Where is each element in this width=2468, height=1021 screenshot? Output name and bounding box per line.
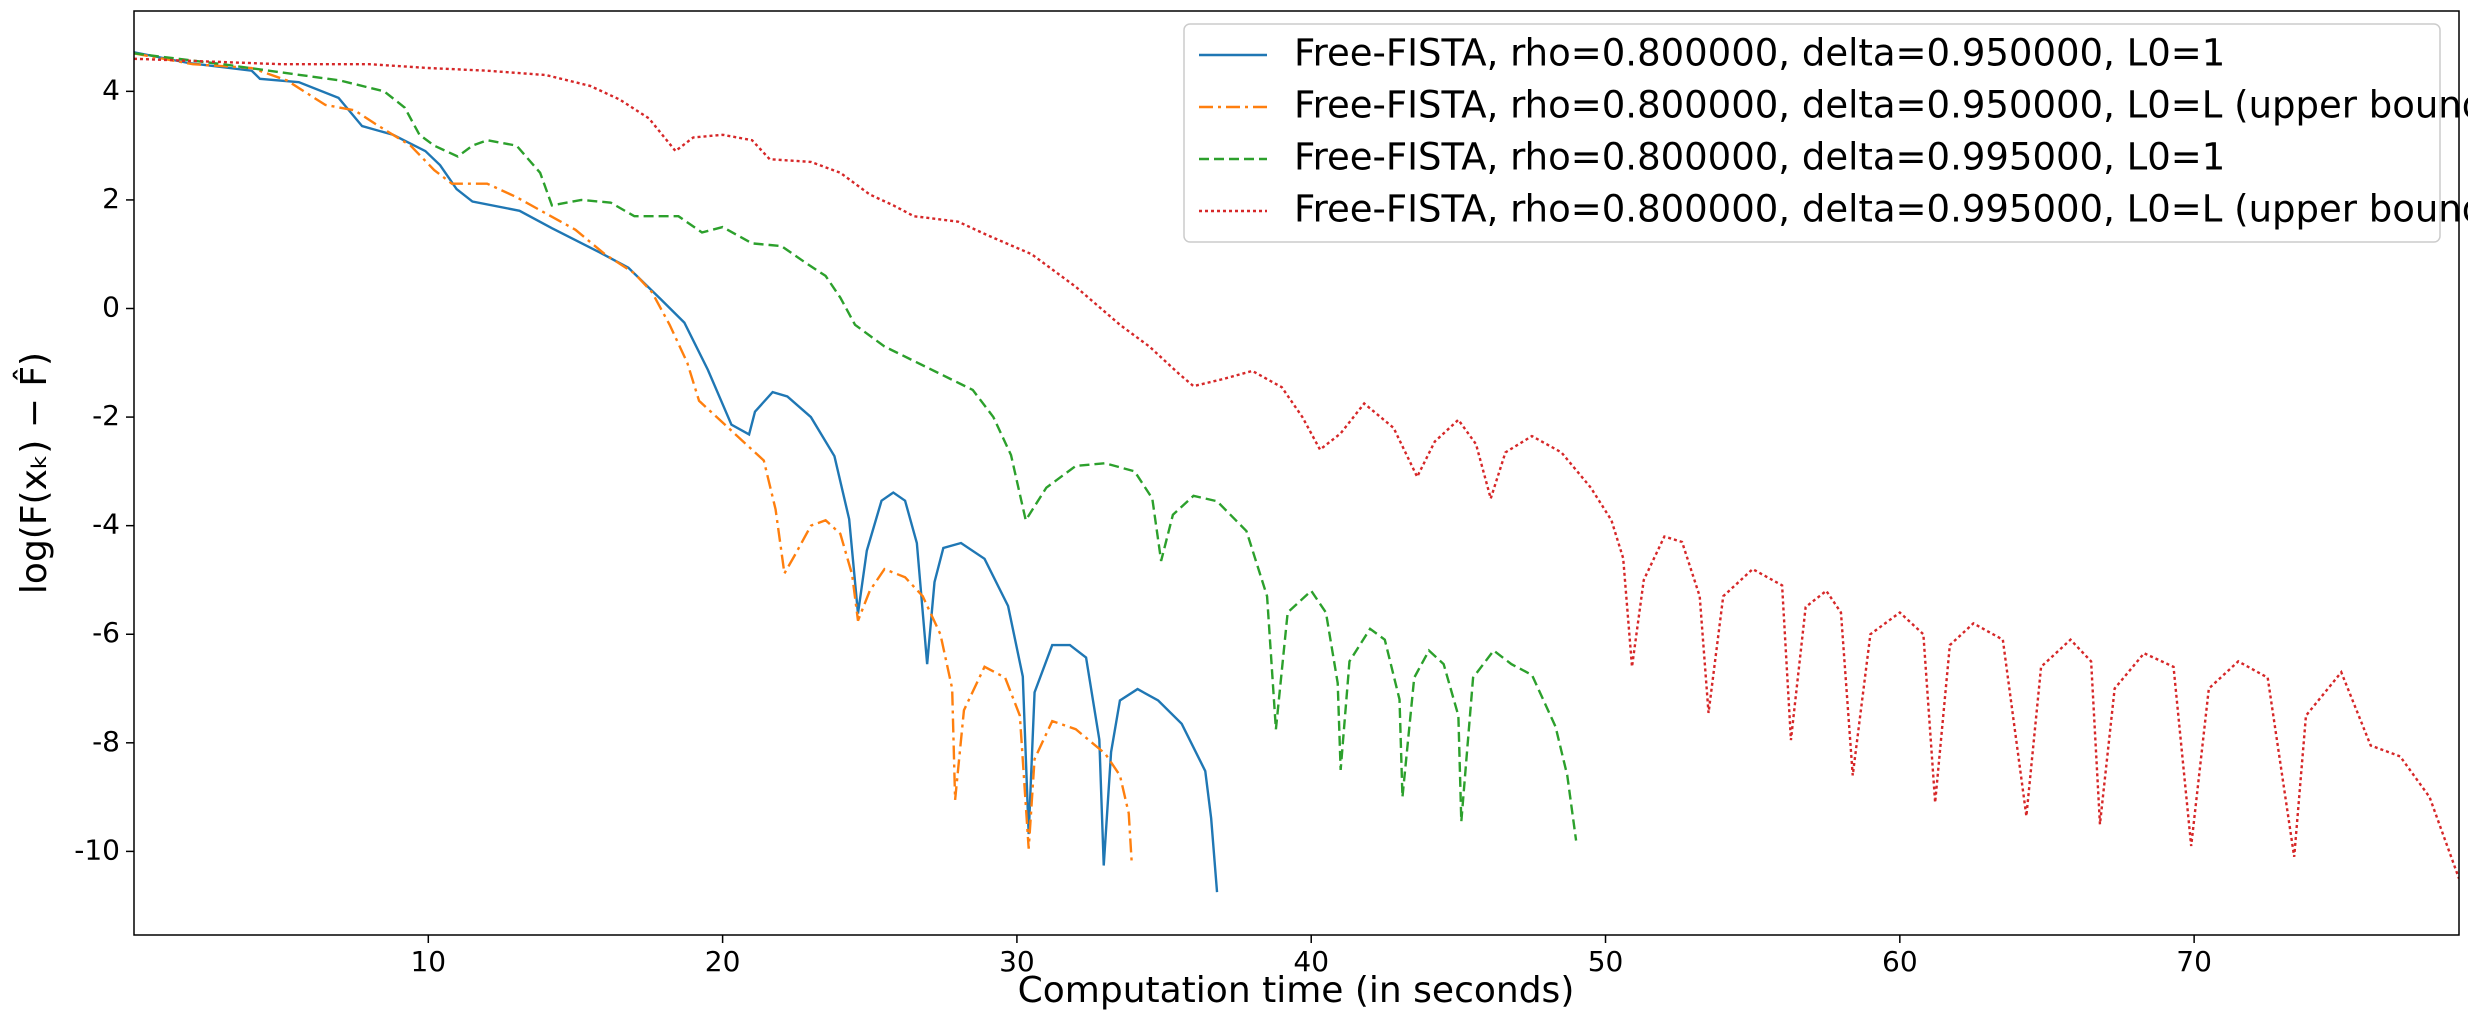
- x-tick-label: 50: [1588, 945, 1624, 978]
- legend-label: Free-FISTA, rho=0.800000, delta=0.950000…: [1294, 84, 2468, 127]
- x-tick-label: 40: [1293, 945, 1329, 978]
- y-tick-label: -8: [92, 725, 120, 758]
- legend-label: Free-FISTA, rho=0.800000, delta=0.995000…: [1294, 188, 2468, 231]
- y-tick-label: -6: [92, 616, 120, 649]
- x-tick-label: 30: [999, 945, 1035, 978]
- legend-label: Free-FISTA, rho=0.800000, delta=0.950000…: [1294, 32, 2225, 75]
- y-tick-label: -4: [92, 508, 120, 541]
- y-axis-label: log(F(xₖ) − F̂): [12, 352, 55, 594]
- series-line: [134, 52, 1133, 863]
- y-tick-label: -10: [74, 833, 120, 866]
- legend-box: [1183, 23, 2441, 243]
- x-tick-label: 70: [2176, 945, 2212, 978]
- y-tick-label: 4: [102, 73, 120, 106]
- y-tick-label: -2: [92, 399, 120, 432]
- y-tick-label: 2: [102, 182, 120, 215]
- x-tick-label: 60: [1882, 945, 1918, 978]
- x-tick-label: 10: [410, 945, 446, 978]
- y-tick-label: 0: [102, 291, 120, 324]
- legend-label: Free-FISTA, rho=0.800000, delta=0.995000…: [1294, 136, 2225, 179]
- x-tick-label: 20: [705, 945, 741, 978]
- series-line: [134, 57, 2459, 879]
- series-line: [134, 52, 1578, 841]
- x-axis-label: Computation time (in seconds): [1018, 970, 1575, 1011]
- plot-frame: [133, 10, 2460, 936]
